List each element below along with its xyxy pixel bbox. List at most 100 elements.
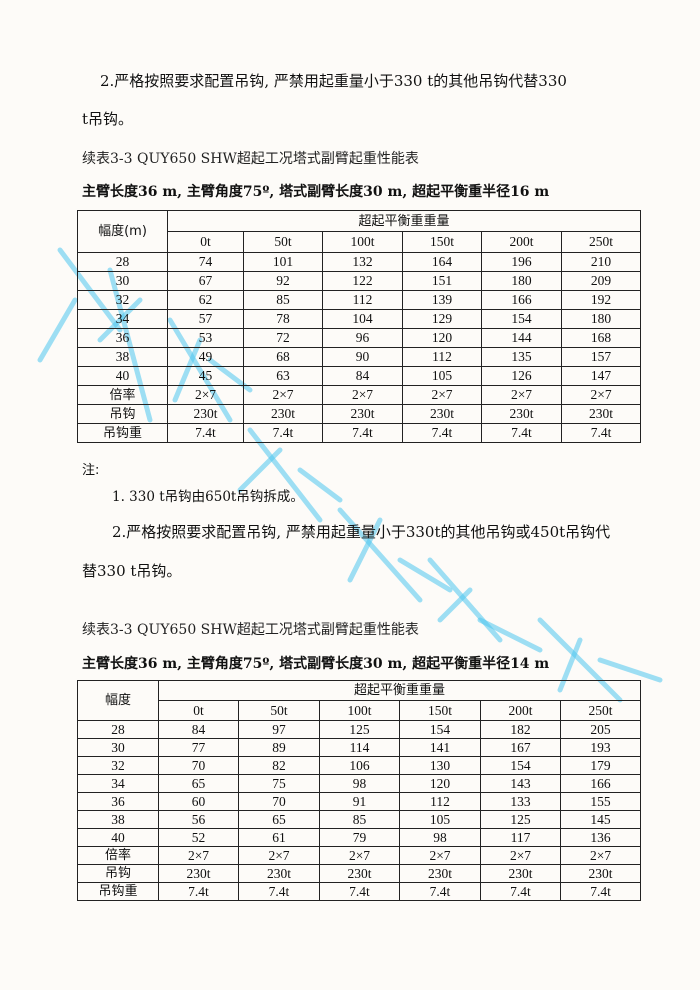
table-cell: 45: [167, 366, 244, 386]
table-cell: 196: [481, 252, 562, 272]
table-cell: 63: [243, 366, 323, 386]
table-cell: 112: [322, 290, 403, 310]
table-cell: 56: [158, 810, 239, 829]
table-cell: 82: [238, 756, 320, 775]
table-cell: 230t: [238, 864, 320, 883]
table-cell: 74: [167, 252, 244, 272]
load-table-16m: 幅度(m) 超起平衡重重量 0t 50t 100t 150t 200t 250t 28 74 1…: [77, 210, 642, 443]
table-cell: 193: [559, 738, 642, 757]
table-cell: 98: [399, 828, 481, 847]
note-top-line1: 2.严格按照要求配置吊钩, 严禁用起重量小于330 t的其他吊钩代替330: [100, 72, 567, 90]
table-cell: 2×7: [402, 385, 482, 405]
table-cell: 141: [399, 738, 481, 757]
table-row: 32 62 85 112 139 166 192: [77, 290, 642, 310]
column-header: 150t: [399, 700, 481, 721]
row-label: 吊钩重: [77, 882, 159, 901]
table-cell: 7.4t: [158, 882, 239, 901]
note-top-line2: t吊钩。: [82, 110, 134, 128]
table-cell: 151: [402, 271, 482, 291]
table-cell: 84: [158, 720, 239, 739]
table-cell: 130: [399, 756, 481, 775]
table-row: 36 53 72 96 120 144 168: [77, 328, 642, 348]
table-cell: 53: [167, 328, 244, 348]
table-row: 吊钩重 7.4t 7.4t 7.4t 7.4t 7.4t 7.4t: [77, 882, 642, 901]
load-table-14m: 幅度 超起平衡重重量 0t 50t 100t 150t 200t 250t 28 84 97 12…: [77, 680, 642, 901]
table-cell: 205: [559, 720, 642, 739]
row-label: 吊钩重: [77, 423, 168, 443]
column-header: 100t: [319, 700, 400, 721]
table-cell: 125: [480, 810, 561, 829]
watermark-stroke: [477, 617, 543, 653]
watermark-stroke: [597, 657, 663, 683]
table-cell: 91: [319, 792, 400, 811]
table-cell: 89: [238, 738, 320, 757]
table-cell: 230t: [243, 404, 323, 424]
table-cell: 133: [480, 792, 561, 811]
table-cell: 7.4t: [480, 882, 561, 901]
table-row: 38 56 65 85 105 125 145: [77, 810, 642, 829]
note-2-line1: 2.严格按照要求配置吊钩, 严禁用起重量小于330t的其他吊钩或450t吊钩代: [112, 523, 611, 541]
table-cell: 7.4t: [243, 423, 323, 443]
table-cell: 2×7: [481, 385, 562, 405]
table-cell: 70: [238, 792, 320, 811]
row-label: 吊钩: [77, 404, 168, 424]
table-cell: 2×7: [319, 846, 400, 865]
table-cell: 52: [158, 828, 239, 847]
table-row: 40 52 61 79 98 117 136: [77, 828, 642, 847]
watermark-stroke: [427, 557, 503, 643]
table-cell: 112: [402, 347, 482, 367]
table-row: 倍率 2×7 2×7 2×7 2×7 2×7 2×7: [77, 846, 642, 865]
table-cell: 75: [238, 774, 320, 793]
table-row: 30 67 92 122 151 180 209: [77, 271, 642, 291]
table-cell: 7.4t: [399, 882, 481, 901]
table1-caption: 续表3-3 QUY650 SHW超起工况塔式副臂起重性能表: [82, 151, 419, 167]
table-cell: 230t: [559, 864, 642, 883]
table-row: 34 65 75 98 120 143 166: [77, 774, 642, 793]
table-cell: 65: [238, 810, 320, 829]
watermark-stroke: [437, 587, 473, 623]
row-label: 30: [77, 738, 159, 757]
table-cell: 154: [481, 309, 562, 329]
table-row: 吊钩 230t 230t 230t 230t 230t 230t: [77, 864, 642, 883]
table-cell: 101: [243, 252, 323, 272]
row-label: 38: [77, 810, 159, 829]
table-cell: 117: [480, 828, 561, 847]
table-cell: 7.4t: [481, 423, 562, 443]
table-cell: 7.4t: [322, 423, 403, 443]
table-cell: 96: [322, 328, 403, 348]
table2-subtitle: 主臂长度36 m, 主臂角度75º, 塔式副臂长度30 m, 超起平衡重半径14…: [82, 656, 550, 672]
table-row: 38 49 68 90 112 135 157: [77, 347, 642, 367]
table-cell: 114: [319, 738, 400, 757]
column-header: 0t: [167, 231, 244, 253]
table-cell: 7.4t: [167, 423, 244, 443]
table-cell: 65: [158, 774, 239, 793]
table-row: 28 84 97 125 154 182 205: [77, 720, 642, 739]
row-label: 吊钩: [77, 864, 159, 883]
table-cell: 78: [243, 309, 323, 329]
table-cell: 49: [167, 347, 244, 367]
table-cell: 92: [243, 271, 323, 291]
table-cell: 120: [402, 328, 482, 348]
table-cell: 61: [238, 828, 320, 847]
table-row: 28 74 101 132 164 196 210: [77, 252, 642, 272]
column-header: 250t: [559, 700, 642, 721]
table-cell: 154: [480, 756, 561, 775]
row-header: 幅度(m): [77, 210, 168, 253]
table-cell: 2×7: [238, 846, 320, 865]
row-label: 38: [77, 347, 168, 367]
table-cell: 68: [243, 347, 323, 367]
table-cell: 7.4t: [319, 882, 400, 901]
table-cell: 209: [560, 271, 642, 291]
row-label: 倍率: [77, 385, 168, 405]
table-cell: 136: [559, 828, 642, 847]
table-cell: 85: [319, 810, 400, 829]
table-cell: 104: [322, 309, 403, 329]
table-cell: 105: [402, 366, 482, 386]
watermark-stroke: [297, 467, 343, 503]
table-cell: 182: [480, 720, 561, 739]
table-cell: 180: [560, 309, 642, 329]
table-cell: 168: [560, 328, 642, 348]
table-cell: 139: [402, 290, 482, 310]
table-cell: 210: [560, 252, 642, 272]
table-cell: 106: [319, 756, 400, 775]
